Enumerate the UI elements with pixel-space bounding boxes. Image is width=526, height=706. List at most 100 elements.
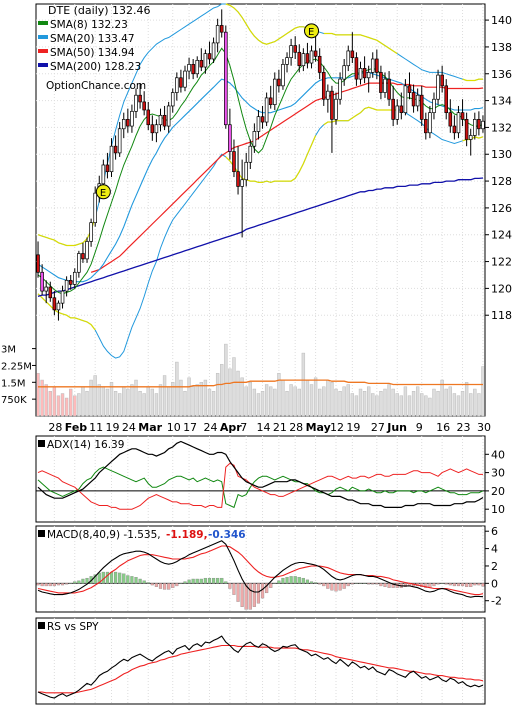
volume-bar [289, 384, 293, 417]
candle-body [289, 45, 293, 59]
volume-bar [138, 391, 142, 417]
volume-bar [464, 382, 469, 417]
volume-bar [203, 379, 208, 417]
x-tick-label: 27 [371, 421, 385, 434]
candle-body [203, 53, 208, 68]
macd-histogram-bar [289, 576, 293, 584]
candle-body [370, 58, 375, 73]
candle-body [232, 151, 236, 173]
x-tick-label: 12 [330, 421, 344, 434]
macd-histogram-bar [36, 583, 40, 586]
volume-bar [411, 391, 416, 417]
rs-label: RS vs SPY [47, 621, 99, 633]
adx-tick-label: 20 [491, 485, 505, 498]
macd-histogram-bar [69, 583, 73, 584]
candle-body [64, 279, 69, 292]
volume-bar [248, 382, 252, 417]
macd-histogram-bar [473, 583, 477, 586]
candle-body [68, 279, 73, 285]
macd-histogram-bar [330, 583, 334, 591]
volume-bar [154, 393, 159, 417]
candle-body [477, 119, 481, 130]
candle-body [285, 57, 289, 65]
macd-histogram-bar [326, 583, 330, 589]
macd-panel-frame [35, 525, 486, 613]
macd-histogram-bar [56, 583, 61, 586]
price-tick-label: 134 [491, 95, 512, 108]
macd-histogram-bar [371, 583, 375, 585]
macd-histogram-bar [436, 583, 440, 585]
x-tick-label: 30 [477, 421, 491, 434]
macd-histogram-bar [481, 583, 485, 587]
macd-histogram-bar [126, 575, 130, 584]
candle-body [354, 57, 359, 80]
x-tick-label: May [306, 421, 331, 434]
adx-label: ADX(14) 16.39 [47, 439, 124, 451]
volume-bar [142, 393, 146, 417]
price-panel-frame [35, 3, 486, 417]
macd-histogram-bar [293, 576, 297, 584]
volume-bar [456, 395, 461, 417]
volume-bar [232, 357, 236, 417]
rs-panel-frame [35, 617, 486, 705]
legend-label: SMA(20) 133.47 [50, 33, 135, 45]
candle-body [138, 94, 142, 103]
macd-histogram-bar [358, 583, 363, 584]
volume-bar [387, 384, 391, 417]
volume-bar [171, 382, 175, 417]
candle-body [252, 131, 257, 147]
volume-bar [473, 388, 477, 417]
candle-body [403, 85, 408, 114]
volume-bar [264, 384, 269, 417]
candle-body [326, 90, 330, 100]
candle-body [166, 105, 171, 127]
macd-histogram-bar [285, 577, 289, 584]
chart-title: DTE (daily) 132.46 [48, 4, 151, 17]
candle-body [415, 94, 420, 107]
macd-histogram-bar [305, 579, 310, 584]
macd-signal-line [37, 545, 484, 596]
candle-body [411, 92, 416, 107]
macd-histogram-bar [158, 583, 163, 589]
candle-body [228, 124, 232, 152]
candle-body [36, 254, 40, 273]
rs-line [37, 635, 484, 699]
macd-histogram-bar [44, 583, 48, 587]
x-tick-label: 16 [436, 421, 450, 434]
candle-body [460, 112, 465, 120]
volume-bar [362, 391, 367, 417]
candle-body [211, 42, 216, 60]
volume-bar [273, 388, 277, 417]
macd-histogram-bar [334, 583, 338, 592]
candle-body [105, 164, 110, 173]
candle-body [109, 145, 114, 173]
candle-body [277, 78, 281, 87]
macd-label: MACD(8,40,9) -1.535, [47, 529, 161, 541]
volume-bar [297, 388, 301, 417]
x-tick-label: 17 [183, 421, 197, 434]
price-tick-label: 126 [491, 202, 512, 215]
volume-bar [52, 386, 57, 417]
candle-body [293, 45, 297, 53]
candle-body [305, 53, 310, 64]
macd-histogram-bar [105, 571, 110, 584]
volume-bar [366, 386, 371, 417]
macd-histogram-bar [171, 583, 175, 588]
volume-bar [448, 386, 452, 417]
adx-tick-label: 30 [491, 467, 505, 480]
macd-histogram-bar [150, 583, 154, 586]
macd-histogram-bar [342, 583, 346, 589]
macd-histogram-bar [187, 579, 191, 584]
volume-bar [211, 391, 216, 417]
macd-histogram-bar [216, 577, 220, 584]
volume-bar [109, 382, 114, 417]
bollinger-lower-highlight [225, 135, 317, 184]
legend-label: SMA(50) 134.94 [50, 47, 135, 59]
bollinger-upper-highlight [323, 32, 398, 55]
macd-histogram-bar [318, 583, 322, 585]
volume-tick-label: 750K [1, 395, 27, 406]
x-tick-label: 9 [416, 421, 423, 434]
volume-average-line [38, 379, 483, 388]
macd-histogram-bar [465, 583, 469, 587]
